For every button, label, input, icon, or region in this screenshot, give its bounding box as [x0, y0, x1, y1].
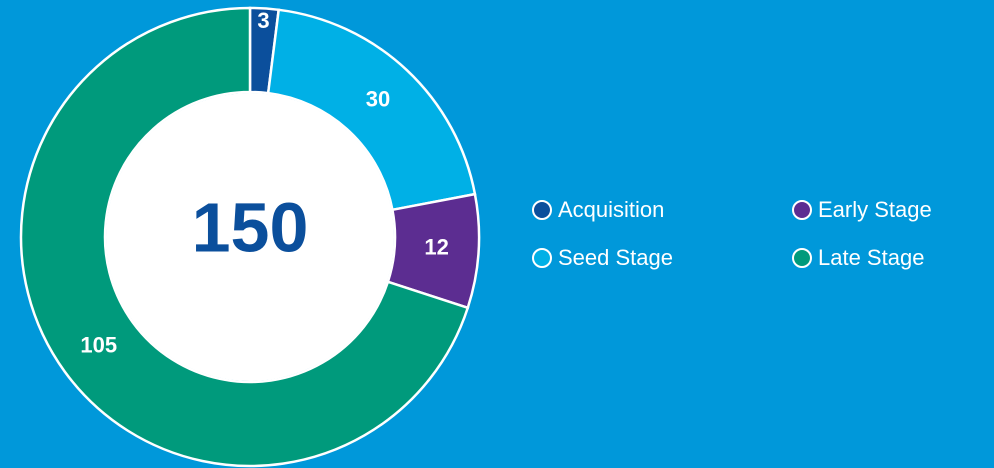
donut-slice	[19, 6, 470, 468]
legend-swatch	[532, 248, 552, 268]
donut-hole	[106, 93, 394, 381]
legend-label: Late Stage	[818, 245, 924, 270]
legend-swatch	[792, 200, 812, 220]
data-label: 12	[424, 235, 448, 260]
center-total: 150	[192, 188, 309, 266]
legend-label: Early Stage	[818, 197, 932, 222]
legend-swatch	[792, 248, 812, 268]
data-label: 3	[257, 8, 269, 33]
data-label: 105	[80, 333, 117, 358]
legend-label: Acquisition	[558, 197, 664, 222]
data-label: 30	[366, 86, 390, 111]
legend-swatch	[532, 200, 552, 220]
legend-label: Seed Stage	[558, 245, 673, 270]
